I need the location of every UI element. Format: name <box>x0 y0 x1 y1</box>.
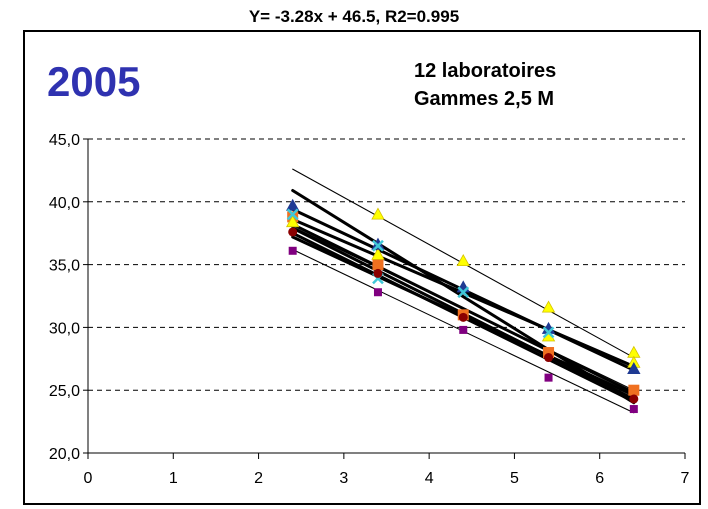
x-marker <box>286 208 299 221</box>
triangle-marker <box>286 215 300 228</box>
x-tick-label: 3 <box>339 470 348 487</box>
triangle-marker <box>456 254 470 267</box>
x-marker <box>542 326 555 339</box>
y-tick-label: 35,0 <box>49 258 80 275</box>
x-tick-label: 2 <box>254 470 263 487</box>
triangle-marker <box>371 247 385 260</box>
year-label: 2005 <box>47 58 141 105</box>
square-marker <box>288 246 297 255</box>
x-tick-label: 7 <box>681 470 690 487</box>
circle-marker <box>629 394 639 404</box>
square-marker <box>628 384 640 396</box>
x-tick-label: 1 <box>169 470 178 487</box>
triangle-marker <box>286 198 300 211</box>
x-marker <box>457 286 470 299</box>
x-marker <box>372 239 384 252</box>
data-points <box>286 198 641 414</box>
x-tick-label: 4 <box>425 470 434 487</box>
tick-labels: 20,0 25,0 30,0 35,0 40,0 45,0 0 1 2 3 4 5 6 7 <box>49 132 690 487</box>
triangle-marker <box>371 207 385 220</box>
axes <box>83 138 686 459</box>
square-marker <box>544 373 553 382</box>
square-marker <box>372 259 384 271</box>
square-marker <box>543 347 555 359</box>
fit-lines <box>291 168 636 414</box>
triangle-marker <box>541 300 556 313</box>
annotation-labs: 12 laboratoires <box>414 60 557 82</box>
triangle-marker <box>627 345 641 358</box>
y-tick-label: 20,0 <box>49 446 80 463</box>
circle-marker <box>458 312 468 322</box>
y-tick-label: 45,0 <box>49 132 80 149</box>
y-tick-label: 40,0 <box>49 195 80 212</box>
square-marker <box>459 325 468 334</box>
square-marker <box>629 405 638 414</box>
x-tick-label: 6 <box>595 470 604 487</box>
y-tick-label: 30,0 <box>49 320 80 337</box>
y-tick-label: 25,0 <box>49 383 80 400</box>
fit-line <box>292 226 635 391</box>
circle-marker <box>544 353 554 363</box>
circle-marker <box>373 268 383 278</box>
x-tick-label: 0 <box>84 470 93 487</box>
gridlines <box>88 138 685 391</box>
x-tick-label: 5 <box>510 470 519 487</box>
annotation-range: Gammes 2,5 M <box>414 88 555 110</box>
square-marker <box>373 288 382 297</box>
chart-title: Y= -3.28x + 46.5, R2=0.995 <box>248 7 460 26</box>
circle-marker <box>288 227 298 237</box>
triangle-marker <box>627 362 641 375</box>
